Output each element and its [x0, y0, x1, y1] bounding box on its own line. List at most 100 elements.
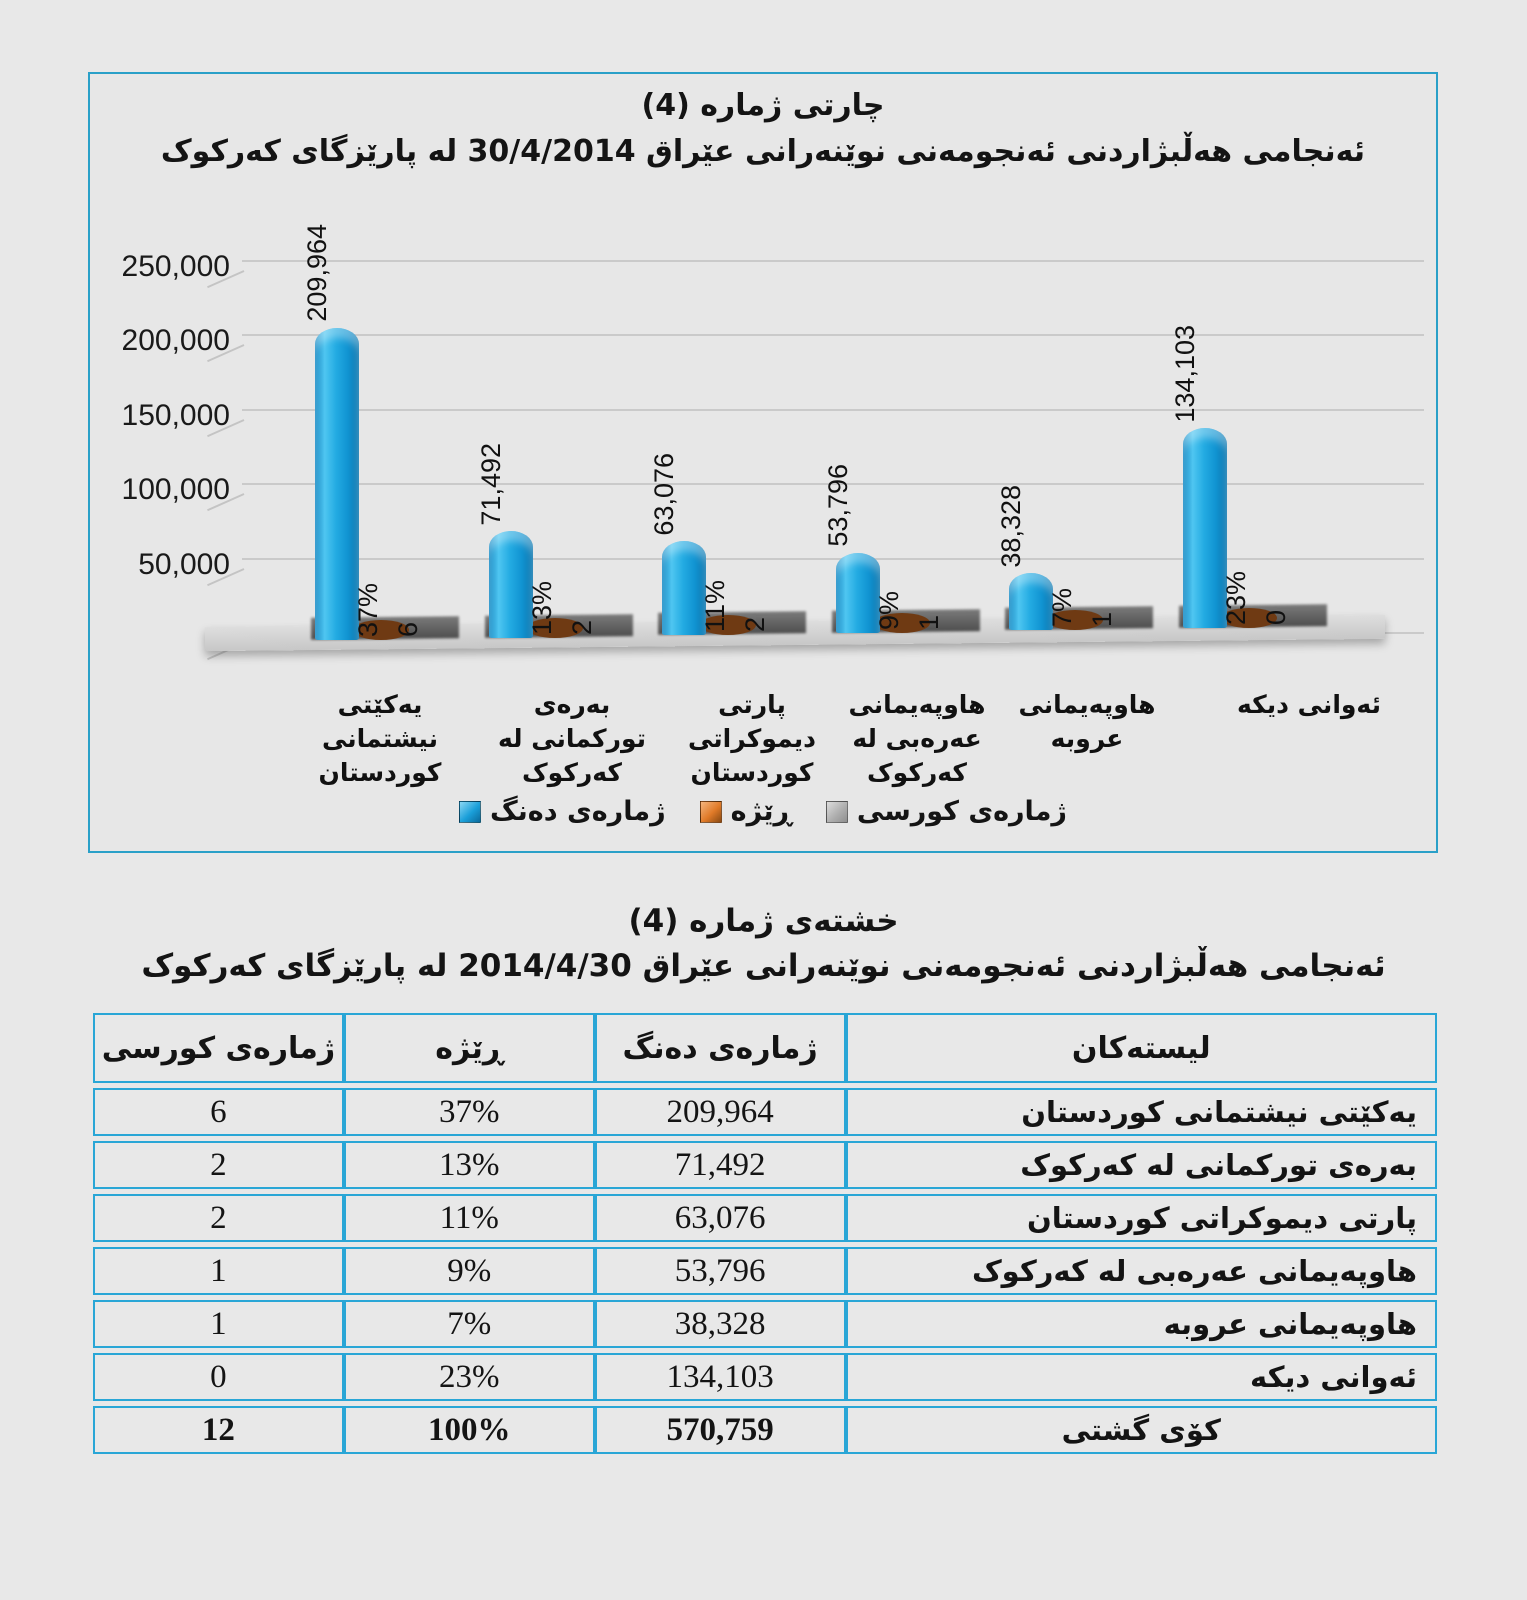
- seats-cell: 2: [93, 1194, 344, 1242]
- list-name-cell: یەکێتی نیشتمانی کوردستان: [845, 1088, 1437, 1136]
- votes-cell: 63,076: [594, 1194, 846, 1242]
- seats-value-label: 1: [914, 614, 944, 630]
- percent-value-label: 13%: [527, 580, 557, 635]
- plot-area: 0 50,000 100,000 150,000 200,000 250,000 209,9…: [90, 74, 1436, 851]
- seats-value-label: 0: [1261, 609, 1291, 625]
- percent-cell: 7%: [343, 1300, 595, 1348]
- seats-cell: 6: [93, 1088, 344, 1136]
- category-label: یەکێتی نیشتمانی کوردستان: [318, 690, 442, 787]
- percent-floor-ellipse: [1047, 610, 1103, 631]
- table-row: هاوپەیمانی عەرەبی له کەرکوک 53,796 9% 1: [93, 1247, 1437, 1295]
- y-axis-tick-label: 150,000: [121, 398, 230, 432]
- vote-bar: [662, 541, 706, 636]
- table-header-row: لیستەکان ژمارەی دەنگ ڕێژە ژمارەی کورسی: [93, 1013, 1437, 1083]
- category-label: ئەوانی دیکه: [1237, 690, 1381, 719]
- election-results-table: لیستەکان ژمارەی دەنگ ڕێژە ژمارەی کورسی یەکێ…: [93, 1008, 1437, 1459]
- seats-cell: 0: [93, 1353, 344, 1401]
- votes-cell: 134,103: [594, 1353, 846, 1401]
- gridline: [242, 483, 1424, 486]
- gridline: [242, 334, 1424, 337]
- list-name-cell: هاوپەیمانی عەرەبی له کەرکوک: [845, 1247, 1437, 1295]
- votes-cell: 209,964: [594, 1088, 846, 1136]
- legend-marker-icon: [825, 800, 848, 823]
- vote-value-label: 209,964: [302, 223, 332, 322]
- chart-subtitle: ئەنجامی هەڵبژاردنی ئەنجومەنی نوێنەرانی ع…: [160, 134, 1366, 169]
- vote-bar: [1009, 573, 1053, 631]
- category-label: هاوپەیمانی عەرەبی له کەرکوک: [848, 690, 986, 787]
- seats-value-label: 2: [567, 619, 597, 635]
- gridline: [242, 260, 1424, 262]
- seats-cell: 1: [93, 1247, 344, 1295]
- column-header: ژمارەی کورسی: [93, 1013, 344, 1083]
- vote-value-label: 38,328: [996, 484, 1026, 568]
- percent-cell: 23%: [343, 1353, 595, 1401]
- column-header: ژمارەی دەنگ: [594, 1013, 846, 1083]
- percent-cell: 11%: [343, 1194, 595, 1242]
- votes-cell: 71,492: [594, 1141, 846, 1189]
- legend-label: ڕێژە: [730, 796, 792, 827]
- vote-value-label: 71,492: [476, 442, 506, 526]
- percent-value-label: 9%: [874, 590, 904, 630]
- table-body: یەکێتی نیشتمانی کوردستان 209,964 37% 6 بەرەی…: [93, 1088, 1437, 1454]
- gridline: [242, 557, 1424, 560]
- chart-title: چارتی ژماره (4): [641, 88, 885, 123]
- seats-value-label: 6: [393, 621, 423, 637]
- seats-cell: 1: [93, 1300, 344, 1348]
- vote-bar: [315, 327, 359, 640]
- y-axis-tick-label: 200,000: [121, 324, 230, 358]
- percent-value-label: 37%: [353, 582, 383, 637]
- vote-value-label: 134,103: [1170, 324, 1200, 423]
- column-header: لیستەکان: [845, 1013, 1437, 1083]
- vote-bar: [1183, 428, 1227, 628]
- list-name-cell: بەرەی تورکمانی له کەرکوک: [845, 1141, 1437, 1189]
- votes-cell: 570,759: [594, 1406, 846, 1454]
- table-header: لیستەکان ژمارەی دەنگ ڕێژە ژمارەی کورسی: [93, 1013, 1437, 1083]
- legend-item: ژمارەی کورسی: [825, 796, 1067, 827]
- percent-floor-ellipse: [1221, 608, 1277, 628]
- percent-floor-ellipse: [353, 620, 409, 640]
- table-row: هاوپەیمانی عروبه 38,328 7% 1: [93, 1300, 1437, 1348]
- percent-cell: 100%: [343, 1406, 595, 1454]
- votes-cell: 38,328: [594, 1300, 846, 1348]
- total-row: کۆی گشتی 570,759 100% 12: [93, 1406, 1437, 1454]
- percent-value-label: 7%: [1047, 588, 1077, 628]
- table-subtitle: ئەنجامی هەڵبژاردنی ئەنجومەنی نوێنەرانی ع…: [141, 948, 1386, 984]
- table-row: بەرەی تورکمانی له کەرکوک 71,492 13% 2: [93, 1141, 1437, 1189]
- gridline: [242, 408, 1424, 411]
- y-axis-tick-label: 50,000: [138, 547, 230, 581]
- table-row: پارتی دیموکراتی کوردستان 63,076 11% 2: [93, 1194, 1437, 1242]
- seats-value-label: 1: [1087, 612, 1117, 628]
- legend-marker-icon: [459, 800, 482, 823]
- table-row: ئەوانی دیکه 134,103 23% 0: [93, 1353, 1437, 1401]
- percent-value-label: 11%: [700, 580, 730, 633]
- vote-value-label: 63,076: [649, 452, 679, 536]
- vote-bar: [489, 531, 533, 638]
- seats-cell: 12: [93, 1406, 344, 1454]
- percent-cell: 37%: [343, 1088, 595, 1136]
- y-axis-tick-label: 250,000: [121, 250, 230, 283]
- y-axis-tick-label: 100,000: [121, 473, 230, 507]
- election-results-chart: چارتی ژماره (4) ئەنجامی هەڵبژاردنی ئەنجو…: [88, 72, 1438, 853]
- percent-value-label: 23%: [1221, 570, 1251, 625]
- chart-legend: ژمارەی دەنگ ڕێژە ژمارەی کورسی: [90, 796, 1436, 827]
- column-header: ڕێژە: [343, 1013, 595, 1083]
- vote-bar: [836, 552, 880, 633]
- percent-floor-ellipse: [527, 617, 583, 638]
- legend-label: ژمارەی دەنگ: [490, 796, 666, 827]
- list-name-cell: ئەوانی دیکه: [845, 1353, 1437, 1401]
- legend-item: ڕێژە: [699, 796, 792, 827]
- percent-cell: 13%: [343, 1141, 595, 1189]
- table-title: خشتەی ژماره (4): [628, 903, 899, 939]
- vote-value-label: 53,796: [823, 464, 853, 547]
- list-name-cell: پارتی دیموکراتی کوردستان: [845, 1194, 1437, 1242]
- legend-label: ژمارەی کورسی: [856, 796, 1067, 827]
- category-label: پارتی دیموکراتی کوردستان: [688, 690, 816, 787]
- list-name-cell: کۆی گشتی: [845, 1406, 1437, 1454]
- category-label: بەرەی تورکمانی له کەرکوک: [497, 690, 647, 787]
- category-label: هاوپەیمانی عروبه: [1018, 690, 1156, 753]
- legend-item: ژمارەی دەنگ: [459, 796, 666, 827]
- percent-cell: 9%: [343, 1247, 595, 1295]
- percent-floor-ellipse: [700, 615, 756, 636]
- percent-floor-ellipse: [874, 612, 930, 633]
- list-name-cell: هاوپەیمانی عروبه: [845, 1300, 1437, 1348]
